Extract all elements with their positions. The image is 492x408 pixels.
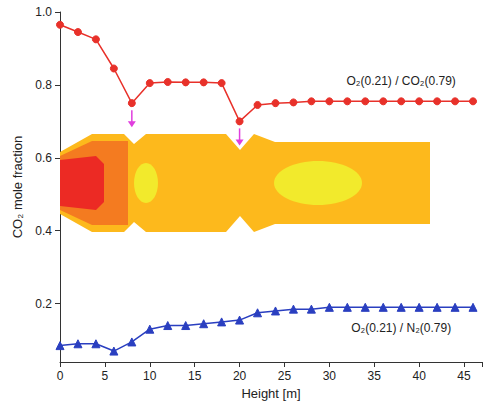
svg-text:0.4: 0.4 xyxy=(35,224,52,238)
svg-text:0: 0 xyxy=(57,369,64,383)
svg-text:20: 20 xyxy=(233,369,247,383)
svg-text:45: 45 xyxy=(457,369,471,383)
svg-text:CO₂ mole fraction: CO₂ mole fraction xyxy=(10,136,25,239)
svg-text:5: 5 xyxy=(102,369,109,383)
svg-text:35: 35 xyxy=(368,369,382,383)
svg-text:1.0: 1.0 xyxy=(35,5,52,19)
svg-text:O₂(0.21) / CO₂(0.79): O₂(0.21) / CO₂(0.79) xyxy=(347,74,456,88)
svg-text:10: 10 xyxy=(143,369,157,383)
svg-text:40: 40 xyxy=(412,369,426,383)
svg-text:0.6: 0.6 xyxy=(35,151,52,165)
svg-text:O₂(0.21) / N₂(0.79): O₂(0.21) / N₂(0.79) xyxy=(351,321,451,335)
svg-text:Height [m]: Height [m] xyxy=(241,386,300,401)
svg-text:0.2: 0.2 xyxy=(35,297,52,311)
svg-text:30: 30 xyxy=(323,369,337,383)
svg-text:0.8: 0.8 xyxy=(35,78,52,92)
svg-text:25: 25 xyxy=(278,369,292,383)
svg-text:15: 15 xyxy=(188,369,202,383)
